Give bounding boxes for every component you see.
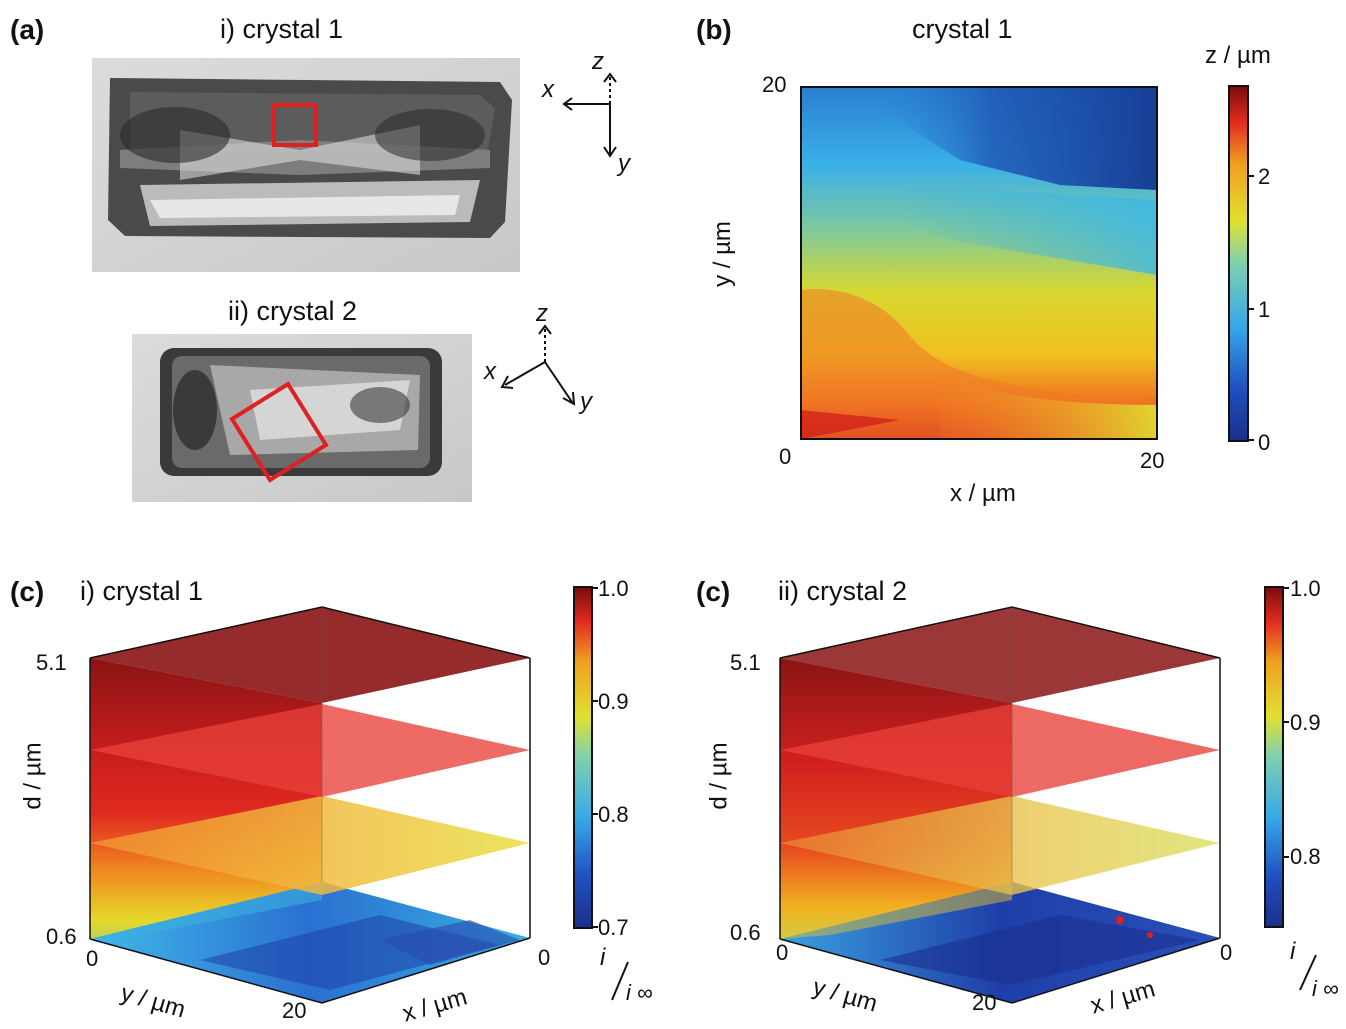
panel-b-xtick-left: 0	[779, 444, 792, 469]
panel-c1-ytick-0: 0	[86, 946, 99, 971]
crystal2-axes-triad	[500, 324, 576, 406]
panel-c1-cbar-tick-2: 0.9	[598, 689, 629, 714]
panel-c2-dtick-bottom: 0.6	[730, 920, 761, 945]
crystal1-title: i) crystal 1	[220, 14, 344, 44]
panel-c1-label: (c)	[10, 576, 45, 607]
crystal1-axis-z: z	[592, 48, 604, 75]
panel-c1-cbar-tick-1: 0.8	[598, 802, 629, 827]
panel-c1-xtick-0: 0	[538, 945, 551, 970]
panel-c2-cbar-label-num: i	[1290, 938, 1296, 965]
panel-b-cbar-tick-2: 2	[1258, 164, 1271, 189]
panel-c1-cbar-tick-0: 0.7	[598, 915, 629, 940]
panel-a-label: (a)	[10, 14, 45, 45]
panel-c2-3d-volume	[779, 606, 1221, 1004]
panel-c1-cbar-label-den: i ∞	[626, 980, 653, 1005]
panel-c1-colorbar	[573, 586, 629, 1001]
panel-b-cbar-tick-0: 0	[1258, 430, 1271, 455]
panel-c1-dtick-bottom: 0.6	[46, 924, 77, 949]
panel-c1-cbar-label-num: i	[600, 944, 606, 971]
panel-c1-ytick-20: 20	[282, 998, 307, 1023]
panel-b-cbar-tick-1: 1	[1258, 297, 1271, 322]
crystal1-axes-triad	[562, 72, 617, 158]
crystal1-axis-x: x	[542, 76, 554, 103]
panel-c1-3d-volume	[89, 606, 531, 1004]
crystal2-axis-x: x	[484, 358, 496, 385]
crystal1-roi-box	[272, 103, 318, 147]
crystal2-axis-z: z	[536, 300, 548, 327]
panel-c2-dlabel: d / µm	[705, 742, 733, 810]
panel-b-xtick-right: 20	[1140, 448, 1165, 473]
panel-b-label: (b)	[696, 14, 732, 45]
panel-b-heatmap	[800, 86, 1158, 440]
crystal1-axis-y: y	[618, 150, 630, 177]
panel-c2-cbar-tick-2: 1.0	[1290, 576, 1321, 601]
panel-b-xlabel: x / µm	[950, 480, 1016, 507]
panel-c2-title: ii) crystal 2	[778, 576, 908, 606]
crystal2-roi-box	[229, 381, 329, 483]
crystal1-micrograph	[92, 58, 520, 272]
panel-b-ylabel: y / µm	[708, 221, 736, 287]
crystal2-micrograph	[132, 334, 472, 502]
panel-c1-title: i) crystal 1	[80, 576, 204, 606]
crystal2-axis-y: y	[580, 388, 592, 415]
panel-b-title: crystal 1	[912, 14, 1013, 44]
panel-c2-cbar-tick-0: 0.8	[1290, 844, 1321, 869]
panel-c2-xtick-0: 0	[1220, 940, 1233, 965]
crystal2-title: ii) crystal 2	[228, 296, 358, 326]
panel-c1-dtick-top: 5.1	[36, 650, 67, 675]
panel-c2-ytick-0: 0	[776, 940, 789, 965]
panel-c2-cbar-label-den: i ∞	[1312, 976, 1339, 1001]
panel-c2-dtick-top: 5.1	[730, 650, 761, 675]
panel-b-ytick-top: 20	[762, 72, 787, 97]
panel-b-colorbar-label: z / µm	[1205, 42, 1271, 69]
panel-c2-colorbar	[1264, 586, 1317, 991]
panel-c1-dlabel: d / µm	[19, 742, 47, 810]
panel-c2-ytick-20: 20	[972, 990, 997, 1015]
panel-c2-cbar-tick-1: 0.9	[1290, 710, 1321, 735]
panel-c1-cbar-tick-3: 1.0	[598, 576, 629, 601]
panel-c2-label: (c)	[696, 576, 731, 607]
panel-b-colorbar	[1228, 85, 1254, 442]
